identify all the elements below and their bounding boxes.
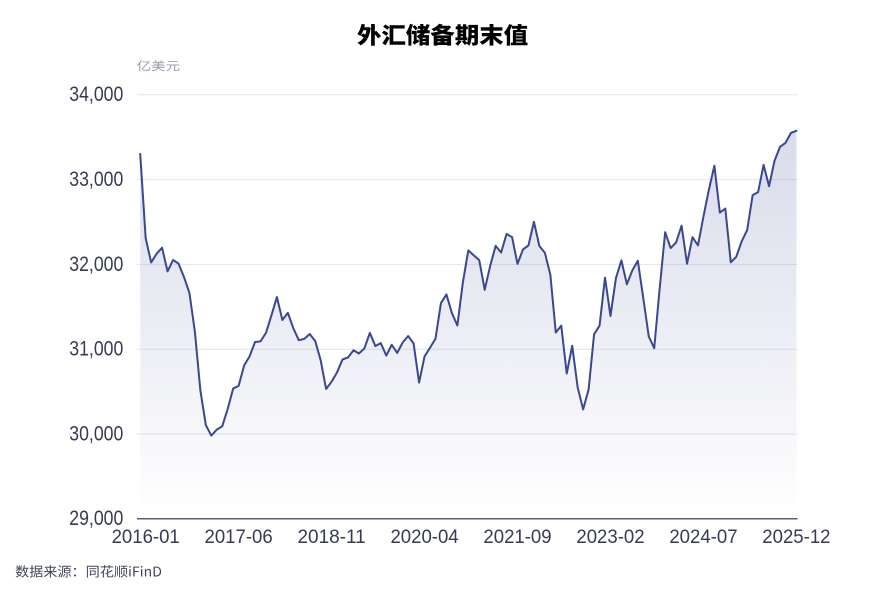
svg-text:2018-11: 2018-11 — [297, 527, 365, 548]
svg-text:2023-02: 2023-02 — [576, 527, 644, 548]
svg-text:2016-01: 2016-01 — [112, 527, 180, 548]
svg-text:2024-07: 2024-07 — [669, 527, 737, 548]
svg-text:31,000: 31,000 — [69, 338, 123, 361]
svg-text:29,000: 29,000 — [69, 507, 123, 530]
svg-text:30,000: 30,000 — [69, 422, 123, 445]
svg-text:2025-12: 2025-12 — [762, 527, 830, 548]
svg-text:2017-06: 2017-06 — [205, 527, 273, 548]
svg-text:33,000: 33,000 — [69, 168, 123, 191]
svg-text:2020-04: 2020-04 — [390, 527, 459, 548]
svg-text:34,000: 34,000 — [69, 83, 123, 106]
svg-text:2021-09: 2021-09 — [483, 527, 551, 548]
svg-text:32,000: 32,000 — [69, 253, 123, 276]
